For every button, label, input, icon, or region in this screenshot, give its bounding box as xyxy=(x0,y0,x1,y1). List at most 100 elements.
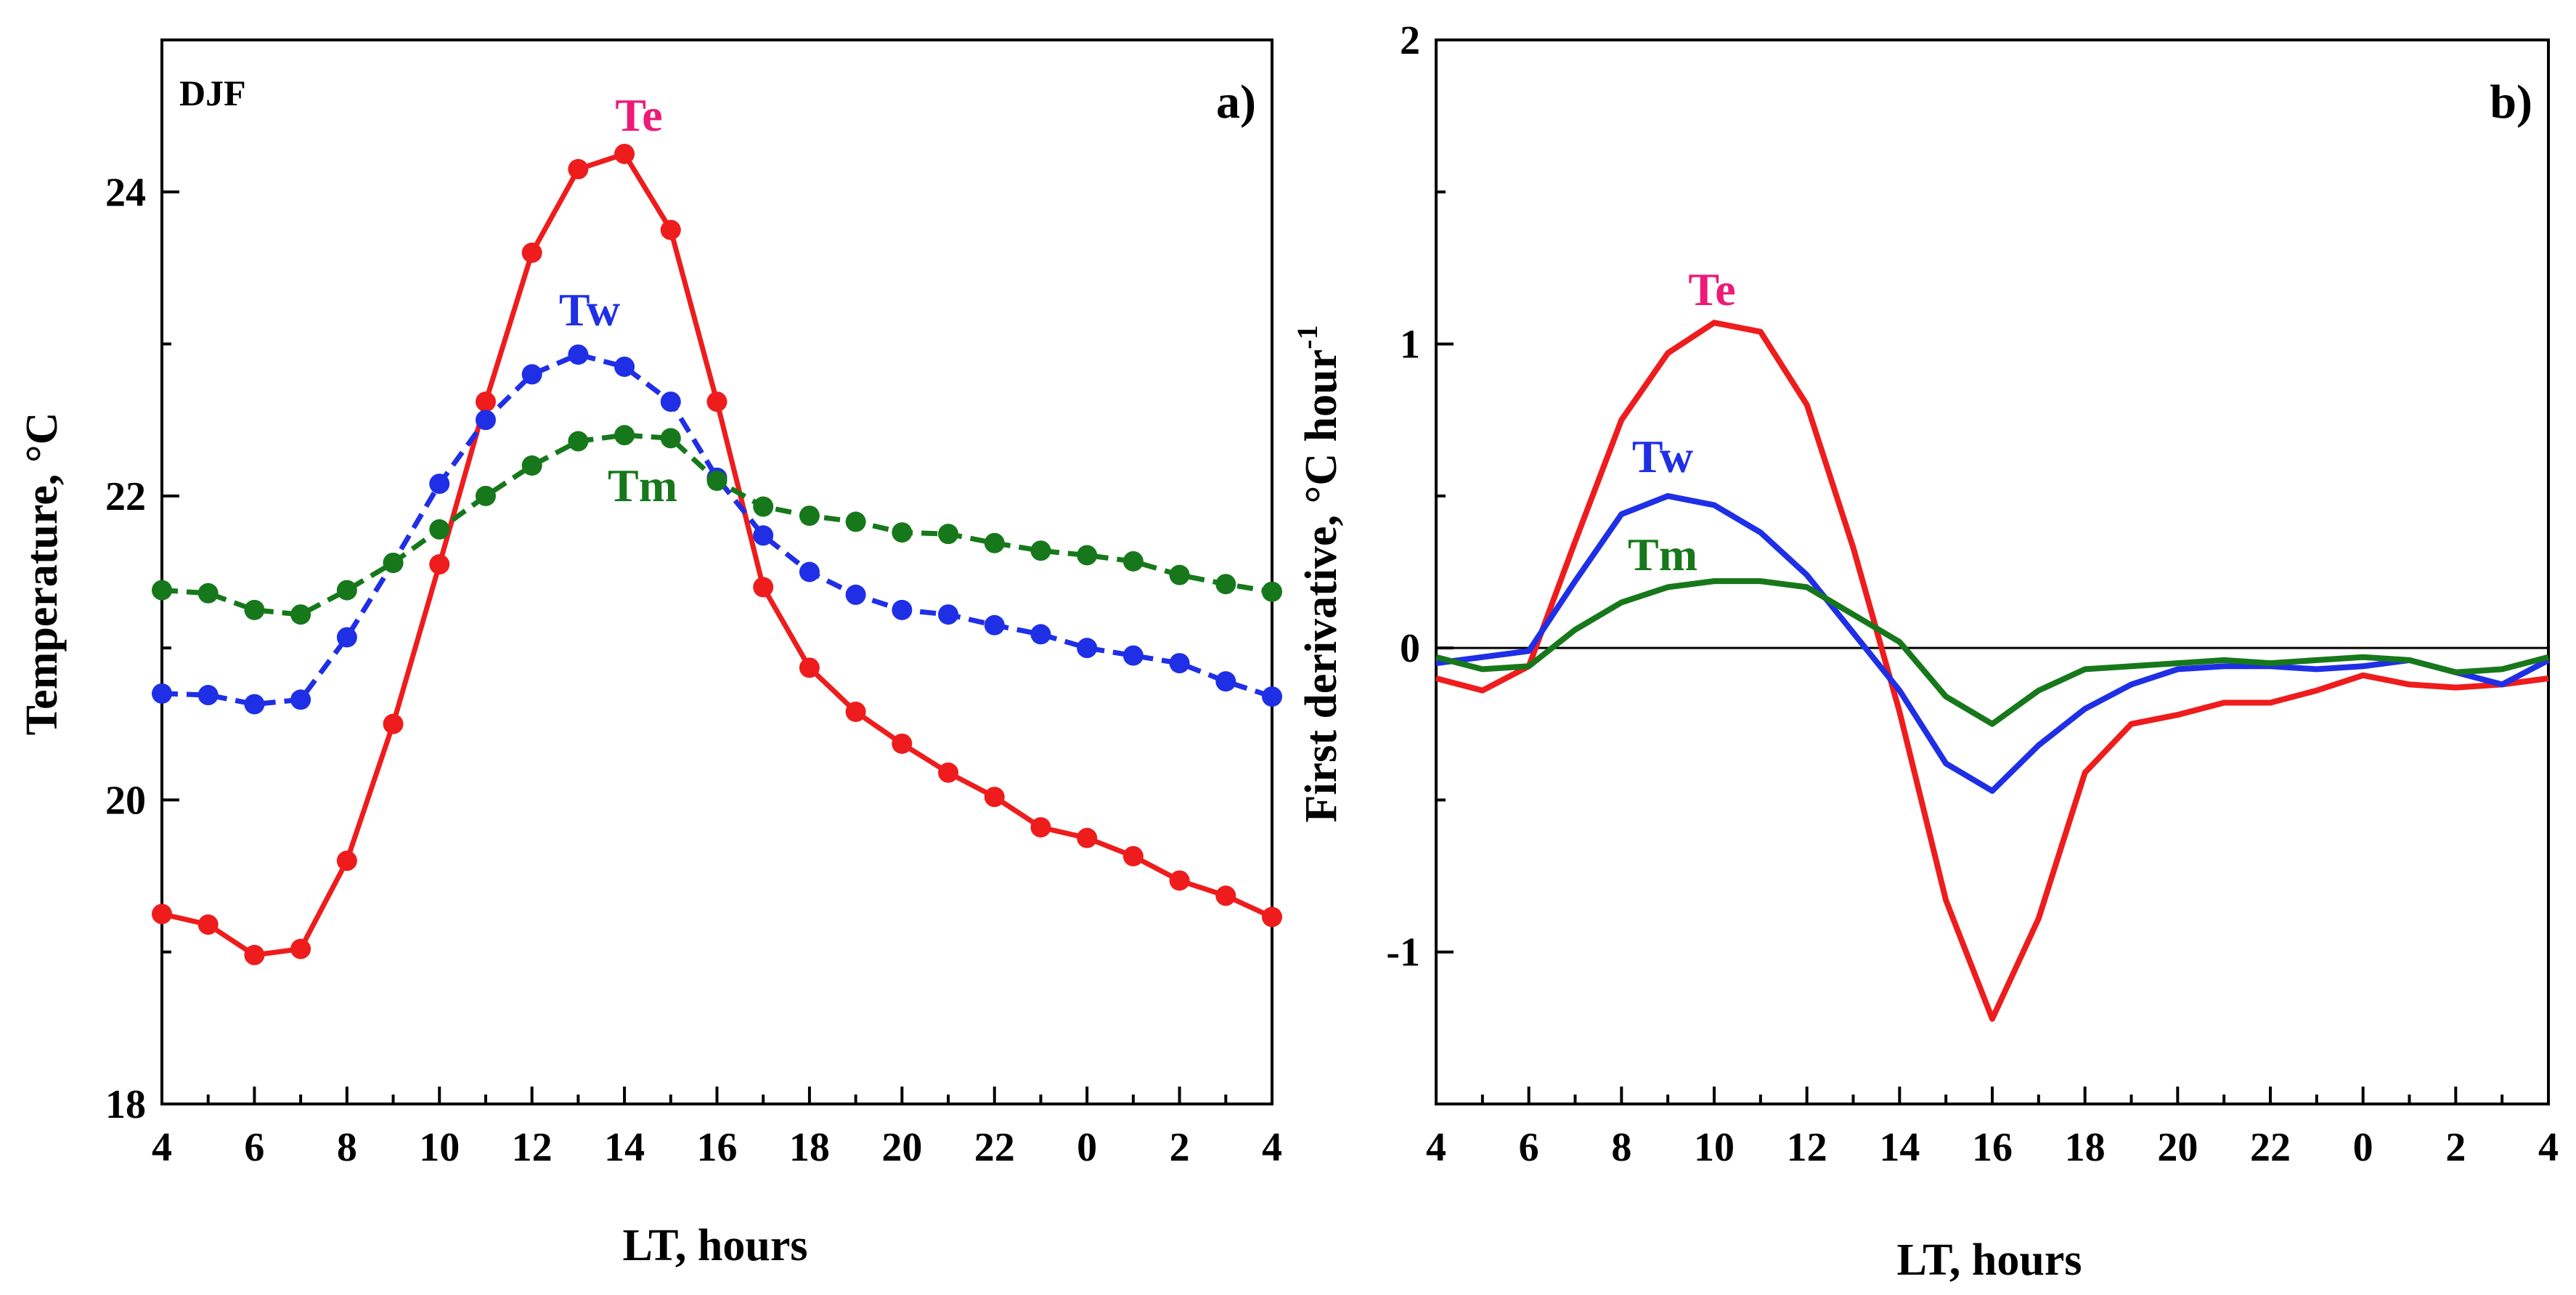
x-tick-label: 4 xyxy=(1262,1125,1282,1170)
y-tick-label: 18 xyxy=(105,1082,146,1127)
data-point-tm xyxy=(614,425,635,446)
data-point-tw xyxy=(1262,686,1282,707)
data-point-tw xyxy=(290,689,311,710)
x-tick-label: 20 xyxy=(2157,1125,2198,1170)
data-point-te xyxy=(938,762,959,783)
data-point-tm xyxy=(568,431,589,452)
x-tick-label: 0 xyxy=(1077,1125,1097,1170)
data-point-tm xyxy=(1262,581,1282,602)
data-point-tm xyxy=(1030,540,1051,561)
series-line-tm xyxy=(1435,578,2550,727)
y-tick-label: 20 xyxy=(105,778,146,823)
x-tick-label: 14 xyxy=(604,1125,645,1170)
data-point-tw xyxy=(1030,624,1051,645)
season-label: DJF xyxy=(179,73,246,113)
y-tick-label: 22 xyxy=(105,474,146,519)
x-tick-label: 16 xyxy=(1972,1125,2013,1170)
series-label-tw: Tw xyxy=(1632,431,1693,482)
data-point-tw xyxy=(892,599,913,620)
data-point-tw xyxy=(336,627,357,648)
data-point-tm xyxy=(938,524,959,545)
data-point-te xyxy=(614,143,635,164)
series-line-tm xyxy=(161,432,1273,617)
y-axis-label: Temperature, °C xyxy=(17,413,67,736)
data-point-tw xyxy=(1215,671,1236,692)
data-point-tm xyxy=(984,532,1005,553)
data-point-tw xyxy=(197,685,219,706)
data-point-tm xyxy=(1215,574,1236,595)
data-point-te xyxy=(660,219,681,240)
data-point-te xyxy=(1122,845,1144,866)
series-label-tw: Tw xyxy=(559,284,620,336)
x-tick-label: 12 xyxy=(512,1125,553,1170)
data-point-te xyxy=(383,713,404,734)
x-tick-label: 2 xyxy=(1170,1125,1190,1170)
y-axis-label-text: Temperature, °C xyxy=(17,413,67,736)
data-point-tw xyxy=(429,474,450,495)
data-point-tm xyxy=(475,485,496,506)
x-axis-label: LT, hours xyxy=(1896,1235,2082,1285)
data-point-tw xyxy=(1122,645,1144,666)
data-point-tm xyxy=(660,428,681,449)
data-point-tw xyxy=(614,356,635,377)
data-point-te xyxy=(521,243,542,263)
data-point-tw xyxy=(1169,653,1190,674)
data-point-tm xyxy=(290,604,311,625)
data-point-tw xyxy=(521,364,542,385)
data-point-tm xyxy=(336,580,357,601)
panel-tag: a) xyxy=(1216,76,1256,129)
series-line-tw xyxy=(1435,492,2550,794)
x-tick-label: 16 xyxy=(697,1125,738,1170)
plot-frame xyxy=(1435,38,2550,1105)
x-tick-label: 22 xyxy=(2250,1125,2291,1170)
x-tick-label: 4 xyxy=(1426,1125,1446,1170)
data-point-tm xyxy=(753,496,774,517)
series-label-te: Te xyxy=(615,89,662,141)
data-point-te xyxy=(1262,906,1282,927)
y-axis-label-superscript: -1 xyxy=(1291,325,1324,349)
x-tick-label: 0 xyxy=(2353,1125,2373,1170)
x-tick-label: 14 xyxy=(1879,1125,1920,1170)
series-label-tm: Tm xyxy=(1628,529,1697,580)
data-point-tw xyxy=(753,525,774,546)
data-point-tm xyxy=(244,599,265,620)
data-point-tw xyxy=(845,584,866,605)
data-point-tm xyxy=(383,552,404,573)
x-tick-label: 6 xyxy=(1519,1125,1539,1170)
y-tick-label: 1 xyxy=(1400,322,1420,368)
data-point-te xyxy=(244,944,265,965)
data-point-tw xyxy=(475,410,496,431)
data-point-tm xyxy=(197,582,219,604)
series-line-te xyxy=(161,151,1273,958)
data-point-tm xyxy=(1122,551,1144,572)
data-point-te xyxy=(799,657,820,678)
data-point-tm xyxy=(799,506,820,527)
x-tick-label: 8 xyxy=(337,1125,357,1170)
y-tick-label: 0 xyxy=(1400,626,1420,671)
data-point-tw xyxy=(152,683,172,704)
data-point-tw xyxy=(244,694,265,715)
data-point-te xyxy=(1077,827,1098,848)
data-point-tm xyxy=(1077,545,1098,566)
series-label-tm: Tm xyxy=(608,460,677,511)
data-point-te xyxy=(197,914,219,935)
data-point-te xyxy=(290,938,311,959)
data-point-tw xyxy=(660,391,681,413)
data-point-te xyxy=(892,733,913,754)
panel-tag: b) xyxy=(2490,76,2532,129)
data-point-te xyxy=(984,787,1005,808)
y-tick-label: -1 xyxy=(1386,930,1420,975)
data-point-te xyxy=(475,391,496,413)
data-point-te xyxy=(845,702,866,723)
x-tick-label: 4 xyxy=(152,1125,172,1170)
data-point-te xyxy=(336,851,357,872)
series-label-te: Te xyxy=(1688,264,1735,315)
data-point-tm xyxy=(429,519,450,540)
data-point-te xyxy=(1169,870,1190,891)
data-point-tw xyxy=(568,344,589,365)
y-tick-label: 2 xyxy=(1400,18,1420,63)
data-point-te xyxy=(1215,885,1236,906)
data-point-tm xyxy=(152,580,172,601)
x-tick-label: 10 xyxy=(1694,1125,1735,1170)
